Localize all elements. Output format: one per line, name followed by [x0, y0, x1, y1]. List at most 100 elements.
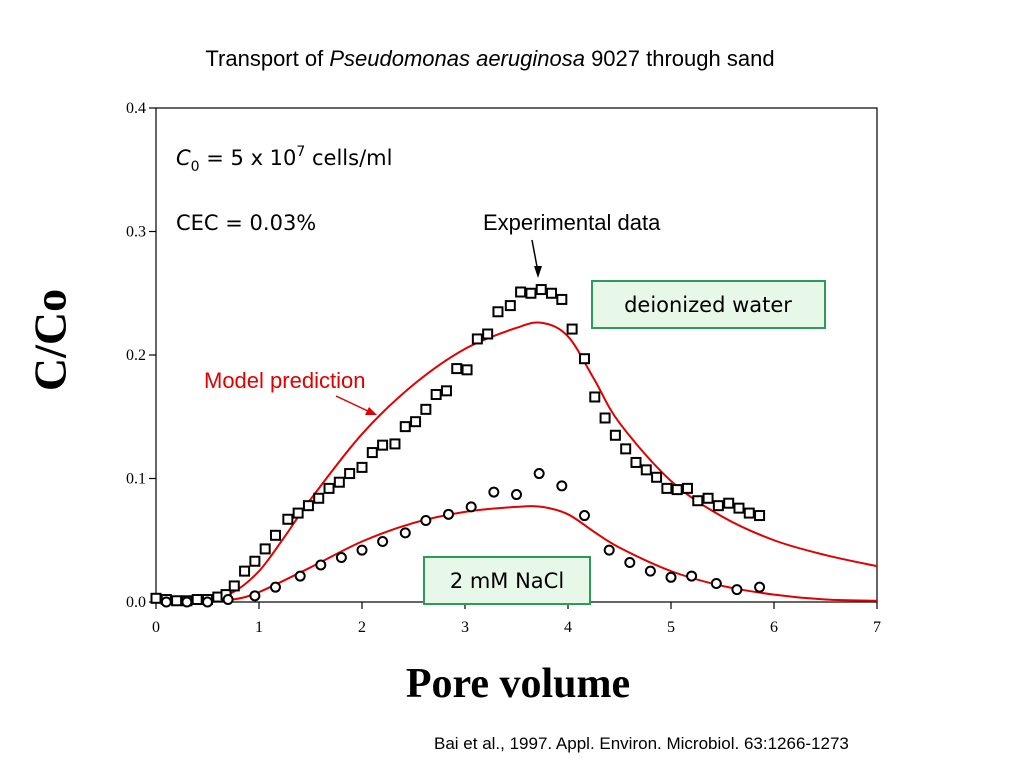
data-point-square	[754, 510, 766, 522]
data-point-square	[578, 353, 590, 365]
data-point-square	[150, 592, 162, 604]
data-point-circle	[754, 581, 766, 593]
x-tick-label: 2	[358, 619, 366, 636]
title-prefix: Transport of	[205, 46, 330, 71]
data-point-circle	[533, 468, 545, 480]
data-point-circle	[665, 571, 677, 583]
data-point-square	[292, 507, 304, 519]
data-point-square	[461, 364, 473, 376]
data-point-square	[609, 429, 621, 441]
data-point-square	[249, 555, 261, 567]
data-point-square	[356, 461, 368, 473]
data-point-square	[589, 391, 601, 403]
model-arrowhead	[365, 407, 377, 415]
data-point-square	[302, 500, 314, 512]
x-tick-label: 3	[461, 619, 469, 636]
y-tick-label: 0.1	[126, 471, 146, 488]
data-point-square	[492, 306, 504, 318]
chart-title: Transport of Pseudomonas aeruginosa 9027…	[0, 46, 980, 72]
data-point-square	[430, 389, 442, 401]
x-tick-label: 7	[873, 619, 881, 636]
x-axis-label: Pore volume	[405, 661, 631, 707]
data-point-square	[743, 507, 755, 519]
data-point-square	[344, 468, 356, 480]
data-point-square	[566, 323, 578, 335]
data-point-square	[535, 284, 547, 296]
data-point-square	[420, 403, 432, 415]
deionized-water-label: deionized water	[624, 293, 792, 317]
data-point-circle	[202, 596, 213, 608]
data-point-circle	[443, 508, 455, 520]
model-arrow	[335, 395, 371, 413]
data-point-square	[525, 287, 537, 299]
data-point-square	[651, 471, 663, 483]
data-point-square	[599, 412, 611, 424]
data-points	[150, 284, 766, 608]
data-point-circle	[420, 514, 432, 526]
model-curve-deionized-water	[166, 321, 878, 603]
data-point-circle	[335, 552, 347, 564]
data-point-square	[482, 328, 494, 340]
data-point-circle	[377, 535, 389, 547]
data-point-circle	[315, 559, 327, 571]
data-point-circle	[465, 501, 477, 513]
title-suffix: 9027 through sand	[584, 46, 775, 71]
y-tick-label: 0.3	[126, 224, 146, 241]
cec-annotation: CEC = 0.03%	[176, 211, 316, 235]
title-organism: Pseudomonas aeruginosa	[329, 46, 585, 71]
data-point-square	[640, 464, 652, 476]
data-point-square	[692, 495, 704, 507]
data-point-square	[681, 482, 693, 494]
x-tick-label: 0	[152, 619, 160, 636]
data-point-square	[239, 565, 251, 577]
data-point-circle	[249, 590, 261, 602]
data-point-square	[630, 456, 642, 468]
data-point-circle	[644, 565, 656, 577]
data-point-square	[171, 595, 183, 607]
data-point-circle	[488, 486, 500, 498]
data-point-square	[723, 497, 735, 509]
data-point-circle	[511, 489, 522, 501]
data-point-square	[399, 421, 411, 433]
data-point-circle	[160, 596, 172, 608]
data-point-circle	[269, 581, 281, 593]
data-point-square	[389, 438, 401, 450]
c0-symbol: C	[176, 146, 191, 170]
y-tick-label: 0.0	[126, 594, 146, 611]
experimental-data-label: Experimental data	[483, 210, 661, 235]
data-point-square	[702, 492, 714, 504]
data-point-square	[259, 543, 271, 555]
data-point-circle	[181, 596, 193, 608]
data-point-square	[323, 482, 335, 494]
data-point-circle	[222, 594, 234, 606]
data-point-square	[451, 363, 463, 375]
deionized-water-box	[591, 280, 826, 329]
y-tick-label: 0.2	[126, 347, 146, 364]
c0-subscript: 0	[191, 159, 200, 175]
data-point-square	[191, 594, 203, 606]
data-point-circle	[603, 544, 615, 556]
data-point-square	[661, 482, 673, 494]
data-point-square	[333, 476, 345, 488]
data-point-square	[556, 293, 568, 305]
data-point-circle	[556, 480, 568, 492]
data-point-circle	[710, 577, 722, 589]
data-point-square	[377, 439, 389, 451]
data-point-square	[671, 484, 683, 496]
nacl-box	[423, 556, 591, 605]
model-prediction-label: Model prediction	[204, 368, 365, 393]
x-tick-label: 1	[255, 619, 263, 636]
data-point-circle	[686, 570, 698, 582]
data-point-circle	[731, 584, 743, 596]
x-tick-label: 6	[770, 619, 778, 636]
x-tick-label: 5	[667, 619, 675, 636]
data-point-circle	[578, 510, 590, 522]
data-point-square	[440, 385, 452, 397]
y-tick-label: 0.4	[126, 100, 146, 117]
data-point-circle	[356, 544, 368, 556]
data-point-square	[471, 333, 483, 345]
nacl-label: 2 mM NaCl	[450, 569, 564, 593]
data-point-square	[733, 502, 745, 514]
data-point-square	[366, 447, 378, 459]
